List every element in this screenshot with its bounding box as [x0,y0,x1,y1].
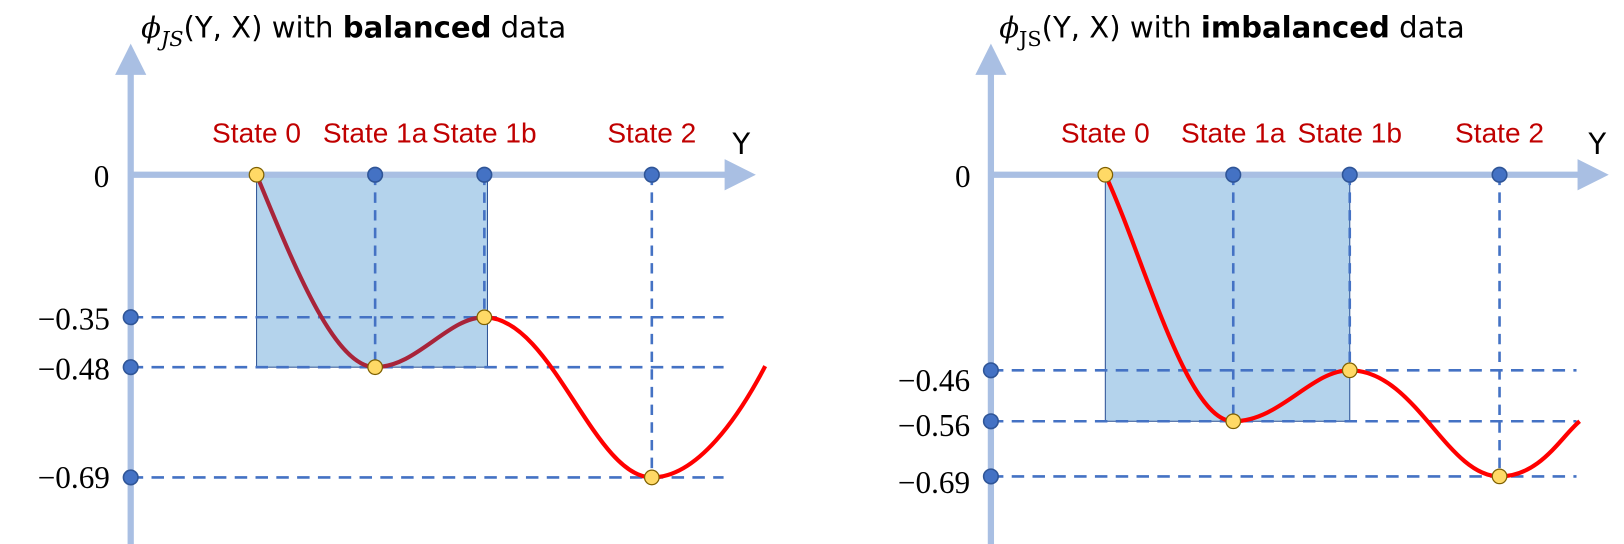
axis-dot [122,469,139,486]
state-label: State 1a [323,118,428,149]
title-symbol: ϕ [999,10,1019,44]
panel-title: ϕJS(Y, X) with imbalanced data [999,10,1464,50]
curve-dot [1491,468,1508,485]
level-label: −0.46 [898,363,970,398]
level-label: −0.69 [898,465,970,500]
level-label: −0.56 [898,408,970,443]
curve-dot [643,469,660,486]
panel: ϕJS(Y, X) with balanced data State 0 State… [38,10,768,544]
title-bold: imbalanced [1201,10,1390,44]
curve-dot [367,359,384,376]
curve-dot [1097,166,1114,183]
panel: ϕJS(Y, X) with imbalanced data State 0 Sta… [898,10,1609,544]
title-suffix: data [491,10,566,44]
state-label: State 1b [1297,118,1402,149]
zero-label: 0 [955,159,971,194]
axis-dot [982,413,999,430]
axis-dot [982,362,999,379]
panel-title: ϕJS(Y, X) with balanced data [141,10,566,50]
level-label: −0.69 [38,460,110,495]
state-dot [1341,166,1358,183]
state-label: State 2 [607,118,696,149]
curve-dot [476,309,493,326]
axis-dot [122,359,139,376]
title-bold: balanced [343,10,492,44]
state-label: State 1a [1181,118,1286,149]
highlight-box [1104,174,1351,422]
axis-dot [982,468,999,485]
state-dot [1491,166,1508,183]
state-dot [643,166,660,183]
state-label: State 1b [432,118,537,149]
curve [1103,173,1350,424]
axis-label: Y [1587,127,1606,161]
title-symbol: ϕ [141,10,161,44]
curve-dot [1341,362,1358,379]
title-subscript: JS [1017,27,1042,51]
state-label: State 0 [1061,118,1150,149]
curve [484,315,768,480]
state-dot [367,166,384,183]
axis-label: Y [731,127,750,161]
curve-dot [1225,413,1242,430]
state-label: State 2 [1455,118,1544,149]
curve-dot [248,166,265,183]
highlight-box [256,174,488,368]
state-dot [1225,166,1242,183]
zero-label: 0 [94,159,110,194]
level-label: −0.48 [38,352,110,387]
title-middle: (Y, X) with [1042,10,1201,44]
curve [1349,368,1581,479]
title-subscript: JS [157,27,184,51]
title-middle: (Y, X) with [184,10,343,44]
axis-dot [122,309,139,326]
title-suffix: data [1390,10,1465,44]
level-label: −0.35 [38,302,110,337]
state-dot [476,166,493,183]
state-label: State 0 [212,118,301,149]
